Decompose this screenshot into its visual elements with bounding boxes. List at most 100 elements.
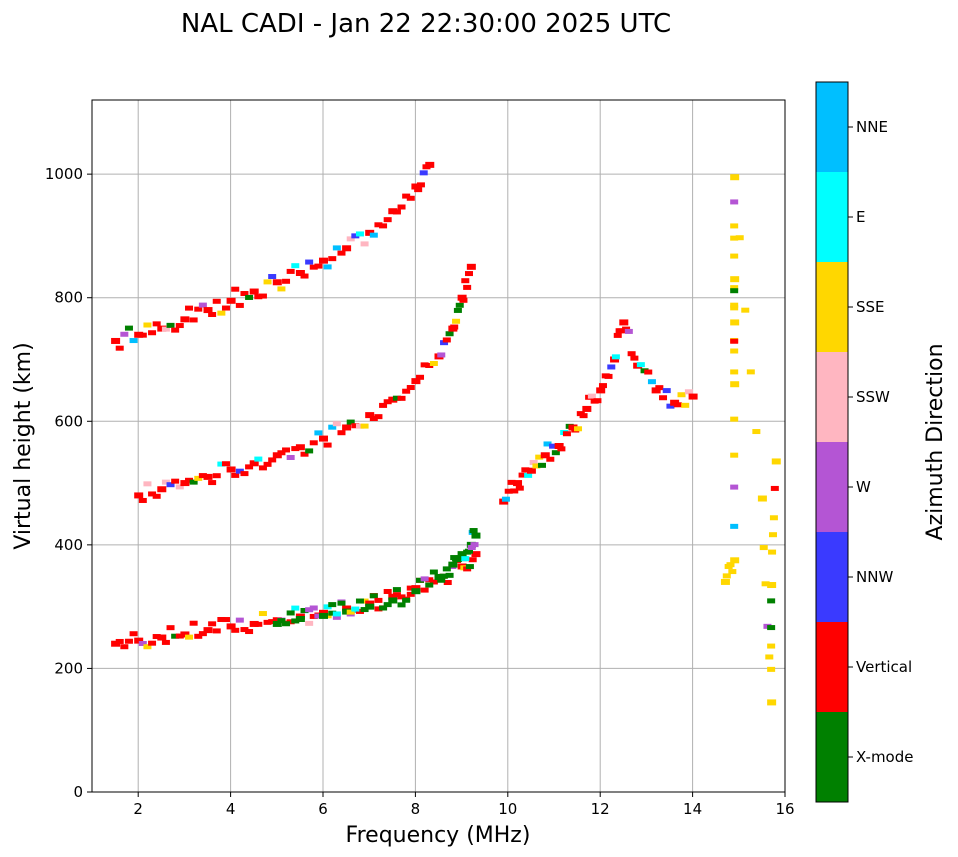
echo-point [120, 644, 129, 650]
echo-point [291, 446, 300, 452]
echo-point [161, 639, 170, 645]
echo-point [471, 532, 481, 539]
echo-point [619, 319, 629, 326]
echo-point [203, 473, 213, 480]
echo-point [429, 360, 438, 366]
echo-point [300, 273, 309, 279]
echo-point [383, 217, 392, 223]
echo-point [470, 542, 479, 548]
echo-point [445, 331, 454, 337]
chart-title: NAL CADI - Jan 22 22:30:00 2025 UTC [181, 9, 671, 39]
echo-point [752, 429, 761, 435]
echo-point [463, 284, 472, 290]
echo-point [392, 209, 401, 215]
echo-point [268, 274, 277, 280]
colorbar-tick-label: W [856, 478, 871, 496]
echo-point [360, 607, 369, 613]
echo-point [277, 618, 286, 624]
echo-point [148, 640, 157, 646]
echo-point [245, 294, 254, 300]
echo-point [411, 585, 421, 592]
echo-point [185, 305, 194, 311]
echo-point [464, 548, 473, 554]
echo-point [730, 484, 739, 490]
echo-point [636, 362, 645, 368]
echo-point [374, 222, 383, 228]
echo-point [365, 600, 375, 607]
echo-point [258, 465, 267, 471]
echo-point [461, 556, 470, 562]
echo-point [134, 331, 144, 338]
echo-point [365, 603, 375, 610]
echo-point [208, 621, 217, 627]
echo-point [268, 619, 277, 625]
echo-point [524, 472, 533, 478]
echo-point [221, 617, 230, 623]
echo-point [314, 263, 323, 269]
echo-point [272, 617, 282, 624]
echo-point [323, 604, 332, 610]
echo-point [726, 562, 735, 568]
echo-point [730, 416, 739, 422]
echo-point [263, 461, 272, 467]
echo-point [730, 369, 739, 375]
echo-point [617, 328, 626, 334]
echo-point [309, 613, 318, 619]
echo-point [383, 602, 392, 608]
echo-point [469, 528, 478, 534]
x-axis-ticks: 2 4 6 8 10 12 14 16 [133, 792, 795, 818]
echo-point [383, 399, 392, 405]
echo-point [681, 402, 690, 408]
echo-point [453, 307, 462, 313]
echo-point [549, 443, 558, 449]
echo-point [767, 625, 776, 631]
y-tick-label: 200 [54, 659, 83, 677]
echo-point [175, 323, 184, 329]
echo-point [272, 279, 282, 286]
echo-point [767, 666, 776, 672]
x-tick-label: 4 [226, 800, 236, 818]
echo-point [406, 585, 415, 591]
y-tick-label: 1000 [45, 165, 83, 183]
echo-point [305, 620, 314, 626]
echo-point [194, 633, 203, 639]
echo-point [579, 413, 588, 419]
echo-point [272, 620, 282, 627]
echo-point [443, 580, 452, 586]
echo-point [457, 294, 467, 301]
echo-point [369, 232, 378, 238]
echo-point [730, 557, 740, 564]
echo-point [730, 348, 739, 354]
echo-point [647, 379, 656, 385]
echo-point [166, 625, 175, 631]
echo-point [767, 699, 777, 706]
echo-point [277, 450, 286, 456]
echo-point [730, 305, 739, 311]
echo-point [610, 356, 620, 363]
echo-point [314, 613, 323, 619]
echo-point [263, 619, 272, 625]
echo-point [720, 578, 730, 585]
echo-point [291, 605, 300, 611]
echo-point [282, 447, 291, 453]
echo-point [388, 396, 398, 403]
echo-point [759, 545, 768, 551]
echo-point [666, 403, 675, 409]
echo-point [351, 233, 360, 239]
echo-point [416, 374, 425, 380]
colorbar-tick-label: E [856, 208, 865, 226]
echo-point [730, 523, 739, 529]
echo-point [471, 551, 481, 558]
y-axis-label: Virtual height (km) [11, 342, 36, 549]
plot-frame [91, 99, 786, 793]
echo-point [235, 617, 244, 623]
echo-point [198, 631, 207, 637]
echo-point [138, 497, 147, 503]
echo-point [562, 431, 571, 437]
echo-point [124, 638, 133, 644]
colorbar-swatch [816, 262, 848, 352]
colorbar-swatch [816, 352, 848, 442]
echo-point [448, 561, 458, 568]
echo-point [305, 259, 314, 265]
echo-point [554, 443, 564, 449]
